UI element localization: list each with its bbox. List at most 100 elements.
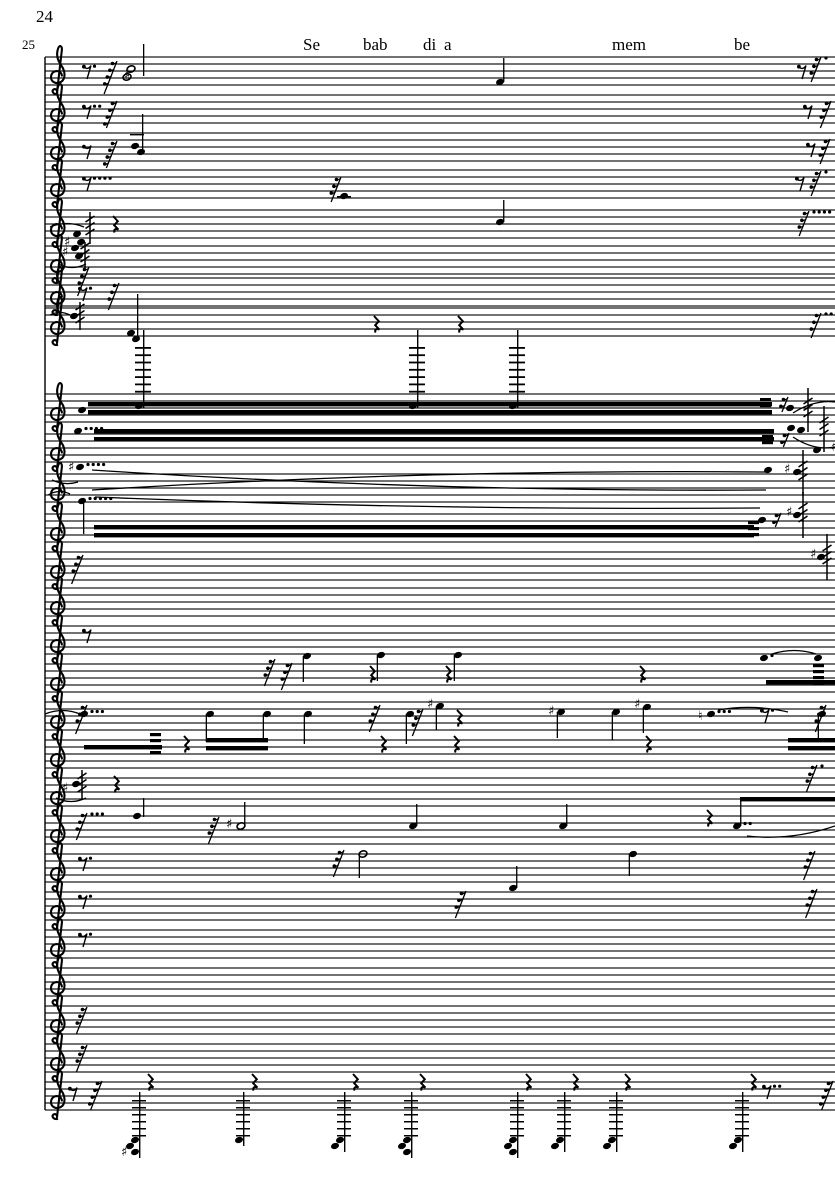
- staff-line: [45, 209, 835, 211]
- tremolo-beam: [94, 533, 754, 538]
- rest-hook: [764, 1085, 772, 1100]
- note-head: [760, 654, 768, 662]
- thirtysecond-rest-cluster: [368, 704, 381, 733]
- rest-ball: [207, 831, 212, 835]
- augmentation-dot: [90, 709, 94, 714]
- rest-ball: [102, 122, 107, 126]
- ledger-line: [409, 368, 425, 371]
- quarter-rest: [639, 665, 647, 684]
- rest-ball: [212, 817, 217, 822]
- thirtysecond-rest-cluster: [809, 312, 835, 339]
- rest-stem: [75, 1044, 88, 1073]
- note-head: [78, 497, 86, 505]
- ledger-line: [510, 1107, 524, 1109]
- rest-squiggle: [645, 735, 653, 754]
- staff-line: [45, 139, 835, 141]
- rest-ball: [75, 719, 80, 723]
- staff-line: [45, 298, 835, 300]
- rest-stem: [207, 816, 220, 845]
- tie-slur: [94, 496, 761, 510]
- note-head: [398, 1142, 406, 1150]
- staff-line: [45, 266, 835, 268]
- rest-hook: [808, 779, 812, 783]
- quarter-note: [496, 200, 505, 226]
- staff-line: [45, 273, 835, 275]
- quarter-note: [813, 446, 821, 454]
- sharp-sign: ♯: [427, 697, 433, 712]
- tie-slur: [717, 706, 789, 713]
- rest-hook: [83, 1007, 87, 1011]
- tremolo-slash: [819, 416, 829, 424]
- rest-hook: [95, 1088, 100, 1092]
- rest-stem: [280, 662, 293, 691]
- staff-line: [45, 815, 835, 817]
- rest-hook: [80, 820, 85, 824]
- rest-hook: [266, 673, 270, 677]
- rest-hook: [829, 1081, 833, 1085]
- rest-stem: [454, 890, 467, 919]
- rest-hook: [80, 857, 88, 872]
- quarter-rest: [706, 809, 714, 828]
- quarter-note: [376, 651, 385, 681]
- staff-line: [45, 160, 835, 162]
- ledger-line: [735, 1107, 749, 1109]
- rest-squiggle: [750, 1073, 758, 1092]
- note-stem: [817, 714, 819, 742]
- beam-stub: [150, 745, 161, 749]
- rest-hook: [812, 327, 816, 331]
- quarter-note: [73, 230, 81, 238]
- rest-stem: [263, 658, 276, 687]
- sharp-sign: ♯: [62, 781, 68, 796]
- eighth-rest: [78, 286, 93, 302]
- grace-tremolo-stem: [85, 212, 95, 244]
- rest-ball: [368, 719, 373, 723]
- rest-ball: [821, 146, 825, 151]
- augmentation-dot: [770, 653, 774, 658]
- note-head: [764, 466, 772, 474]
- staff-line: [45, 579, 835, 581]
- note-head: [734, 1136, 742, 1144]
- staff: [45, 690, 835, 741]
- quarter-note: [642, 703, 651, 733]
- augmentation-dot: [88, 286, 93, 290]
- tremolo-slash: [803, 403, 813, 412]
- staff: [45, 45, 835, 96]
- tie-slur: [792, 436, 835, 449]
- staff-line: [45, 400, 835, 402]
- staff-line: [45, 63, 835, 65]
- rest-squiggle: [380, 735, 388, 754]
- ledger-line: [409, 361, 425, 364]
- staff-line: [45, 691, 835, 693]
- sharp-sign: ♯: [62, 781, 68, 796]
- note-head: [612, 708, 620, 716]
- sharp-sign: ♯: [548, 704, 554, 719]
- note-head: [80, 710, 88, 718]
- rest-hook: [271, 659, 275, 663]
- rest-hook: [80, 895, 88, 910]
- thirtysecond-rest-cluster: [411, 708, 424, 737]
- staff: [45, 266, 835, 317]
- tie-slur: [47, 490, 71, 496]
- half-note: [358, 850, 368, 878]
- beam-stub: [760, 410, 771, 414]
- tremolo-beam: [88, 410, 772, 415]
- note-head: [814, 654, 822, 662]
- staff-line: [45, 950, 835, 952]
- natural-sign: ♮: [698, 709, 703, 724]
- quarter-note: [758, 516, 766, 524]
- staff-line: [45, 572, 835, 574]
- thirtysecond-rest-cluster: [804, 888, 818, 919]
- ledger-line: [236, 1121, 250, 1123]
- augmentation-dot: [88, 856, 93, 860]
- note-stem: [244, 802, 246, 826]
- beam-stub: [150, 733, 161, 755]
- staff-line: [45, 974, 835, 976]
- sharp-sign: ♯: [831, 440, 835, 455]
- rest-hook: [814, 178, 819, 182]
- rest-ball: [71, 569, 76, 573]
- sharp-sign: ♯: [124, 68, 130, 83]
- staff: [45, 462, 835, 513]
- staff-line: [45, 988, 835, 990]
- ledger-line: [735, 1128, 749, 1130]
- tremolo-slash: [85, 221, 95, 230]
